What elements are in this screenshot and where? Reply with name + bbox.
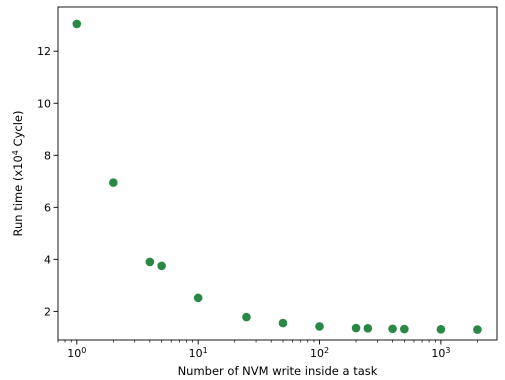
y-tick-label: 4 — [44, 253, 51, 266]
data-point — [72, 19, 82, 29]
y-tick-label: 6 — [44, 201, 51, 214]
plot-frame — [57, 6, 498, 341]
y-tick-label: 2 — [44, 305, 51, 318]
y-tick-label: 12 — [37, 45, 51, 58]
x-tick-label-exp: 0 — [81, 346, 86, 355]
data-point — [109, 178, 118, 187]
y-tick-label: 8 — [44, 149, 51, 162]
x-axis: 100 101 102 103 — [57, 340, 478, 361]
x-tick-label: 103 — [431, 346, 450, 361]
data-point — [363, 323, 373, 333]
x-tick-label: 102 — [310, 346, 329, 361]
x-tick-label-base: 10 — [67, 347, 81, 360]
x-tick-label-exp: 2 — [324, 346, 329, 355]
y-axis-label-after: Cycle) — [11, 111, 25, 151]
x-tick-label-base: 10 — [431, 347, 445, 360]
data-point — [193, 293, 203, 303]
y-axis-label: Run time (x104 Cycle) — [11, 111, 26, 237]
x-tick-label: 101 — [189, 346, 208, 361]
y-tick-label: 10 — [37, 97, 51, 110]
y-axis: 2 4 6 8 10 12 — [37, 45, 58, 318]
y-axis-label-sup: 4 — [11, 150, 20, 155]
x-axis-label: Number of NVM write inside a task — [178, 364, 378, 378]
x-tick-label-base: 10 — [310, 347, 324, 360]
data-point — [351, 323, 361, 333]
data-point — [157, 261, 166, 271]
data-points — [72, 19, 482, 334]
y-axis-label-before: Run time (x10 — [11, 155, 25, 236]
data-point — [400, 324, 409, 334]
data-point — [436, 325, 446, 334]
x-tick-label-exp: 3 — [445, 346, 450, 355]
x-tick-label-base: 10 — [189, 347, 203, 360]
data-point — [145, 257, 155, 267]
x-tick-label-exp: 1 — [203, 346, 208, 355]
data-point — [242, 312, 251, 322]
plot-area — [57, 6, 498, 341]
data-point — [278, 318, 288, 328]
data-point — [388, 324, 397, 334]
data-point — [315, 322, 324, 331]
x-tick-label: 100 — [67, 346, 86, 361]
data-point — [473, 325, 482, 334]
